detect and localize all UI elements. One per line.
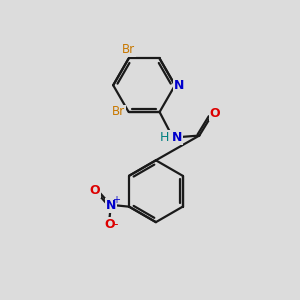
Text: H: H: [160, 130, 170, 143]
Text: Br: Br: [122, 43, 135, 56]
Text: -: -: [114, 218, 118, 231]
Text: +: +: [112, 195, 120, 205]
Text: N: N: [106, 199, 116, 212]
Text: Br: Br: [112, 106, 125, 118]
Text: N: N: [172, 130, 182, 143]
Text: O: O: [104, 218, 115, 231]
Text: O: O: [89, 184, 100, 197]
Text: O: O: [210, 107, 220, 120]
Text: N: N: [174, 79, 184, 92]
